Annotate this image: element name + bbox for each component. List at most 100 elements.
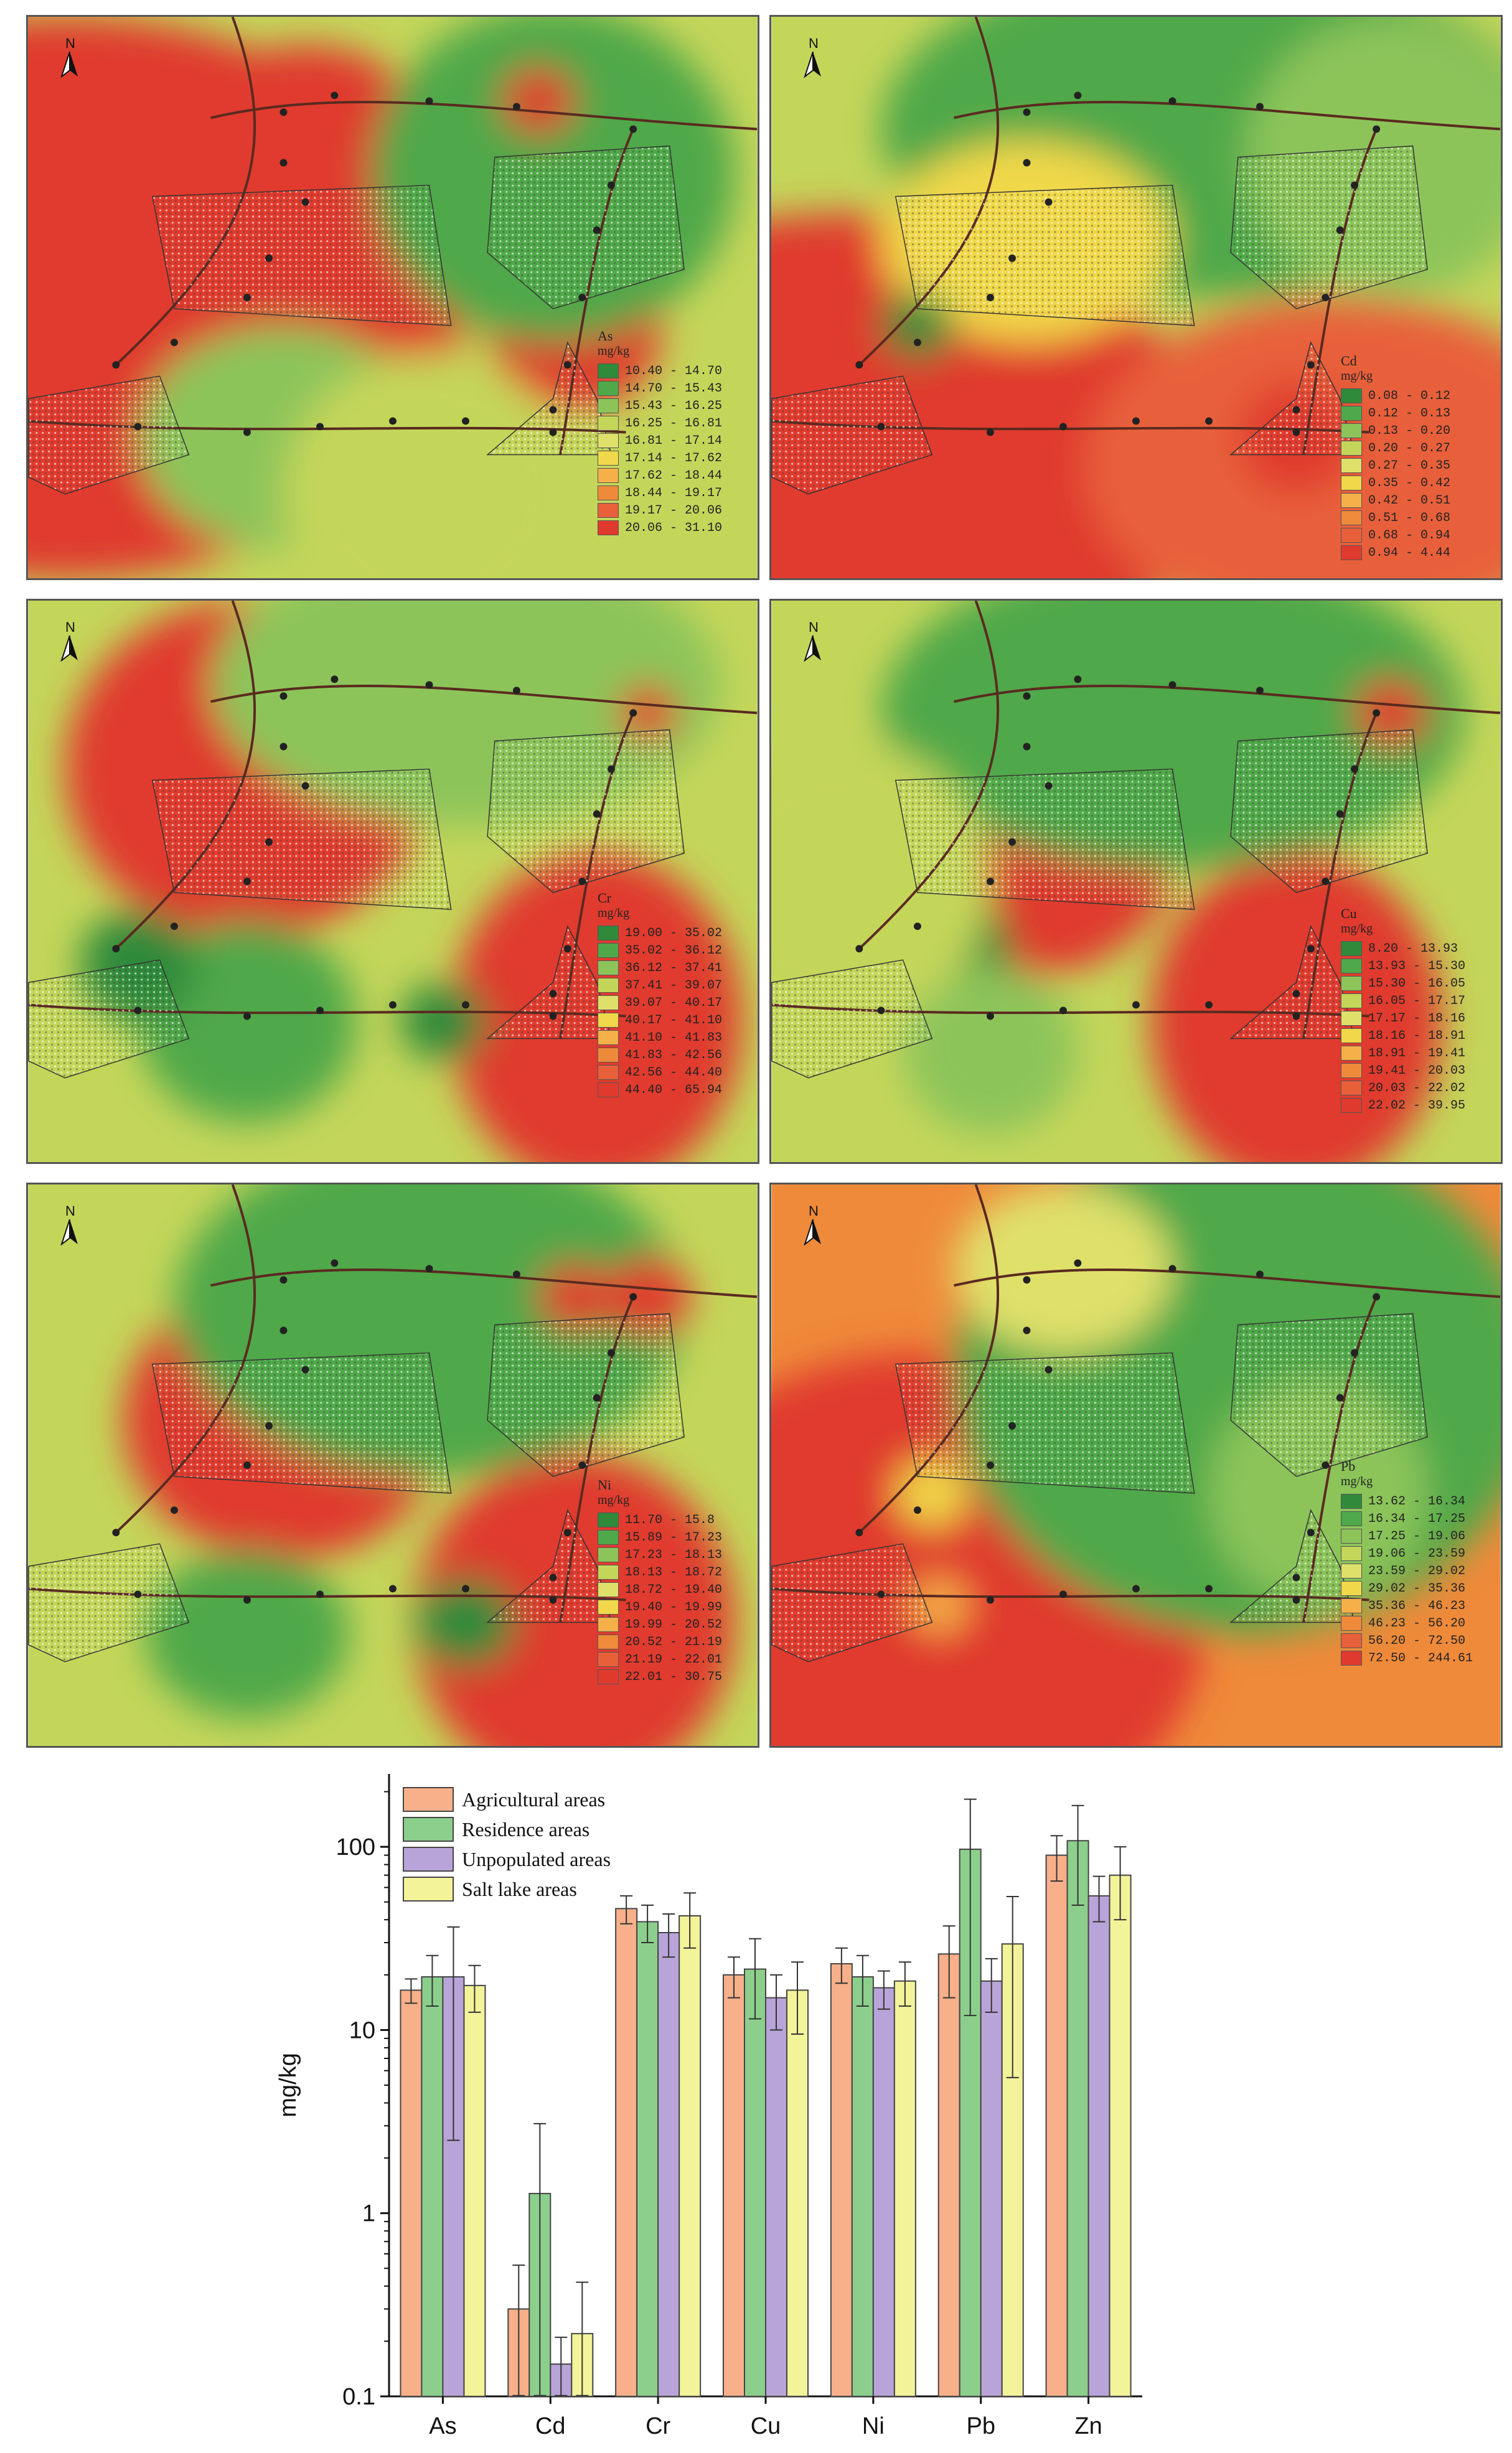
sampling-point — [1351, 765, 1359, 773]
legend-class-row: 18.13 - 18.72 — [598, 1564, 744, 1581]
legend-range-label: 8.20 - 13.93 — [1368, 941, 1458, 956]
land-use-area — [771, 375, 933, 495]
sampling-point — [316, 1006, 324, 1015]
legend-swatch — [598, 926, 619, 940]
interpolation-surface — [28, 1184, 758, 1746]
legend-class-row: 0.94 - 4.44 — [1341, 544, 1487, 561]
legend-swatch — [598, 468, 619, 483]
legend-range-label: 18.72 - 19.40 — [625, 1582, 723, 1597]
sampling-point — [549, 1012, 557, 1020]
bar — [830, 1963, 853, 2397]
legend-swatch — [598, 978, 619, 993]
concentration-zone — [502, 67, 575, 135]
legend-range-label: 0.35 - 0.42 — [1368, 476, 1451, 490]
sampling-point — [331, 91, 339, 100]
sampling-point — [265, 254, 273, 262]
sampling-point — [549, 990, 557, 998]
sampling-point — [512, 1270, 520, 1278]
sampling-point — [512, 103, 520, 111]
legend-swatch — [1341, 1081, 1362, 1095]
legend-swatch — [598, 1048, 619, 1062]
land-use-area — [771, 1543, 933, 1663]
legend-swatch — [1341, 1598, 1362, 1613]
sampling-point — [1132, 1585, 1140, 1593]
sampling-point — [877, 1590, 885, 1598]
sampling-point — [1023, 743, 1031, 751]
road — [210, 1268, 758, 1298]
legend-swatch — [1341, 1098, 1362, 1113]
legend-class-row: 19.99 - 20.52 — [598, 1616, 744, 1633]
legend-label: Salt lake areas — [462, 1878, 577, 1900]
sampling-point — [1045, 198, 1053, 206]
sampling-point — [1168, 97, 1176, 105]
sampling-point — [462, 1001, 469, 1009]
x-tick-label: Zn — [1074, 2413, 1102, 2439]
concentration-zone — [954, 1184, 1173, 1353]
legend-swatch — [598, 1582, 619, 1597]
legend-class-row: 0.20 - 0.27 — [1341, 439, 1487, 457]
sampling-point — [243, 1012, 251, 1020]
sampling-point — [279, 692, 288, 700]
legend-class-row: 16.25 - 16.81 — [598, 415, 744, 432]
bar — [1087, 1895, 1111, 2398]
sampling-point — [512, 687, 520, 695]
legend-class-row: 17.62 - 18.44 — [598, 467, 744, 484]
legend-swatch — [1341, 1651, 1362, 1666]
legend-swatch — [1341, 1011, 1362, 1026]
legend-swatch — [1341, 993, 1362, 1008]
land-use-area — [486, 925, 613, 1039]
sampling-point — [389, 1001, 397, 1009]
map-legend: Cd mg/kg 0.08 - 0.12 0.12 - 0.13 0.13 - 0.20… — [1341, 353, 1487, 561]
legend-swatch — [598, 1065, 619, 1080]
legend-class-row: 20.03 - 22.02 — [1341, 1079, 1487, 1097]
legend-class-row: 16.81 - 17.14 — [598, 432, 744, 449]
legend-range-label: 0.12 - 0.13 — [1368, 406, 1451, 421]
concentration-zone — [400, 982, 488, 1061]
legend-range-label: 0.42 - 0.51 — [1368, 493, 1451, 508]
legend-swatch — [598, 1565, 619, 1580]
concentration-zone — [283, 354, 575, 578]
legend-class-row: 36.12 - 37.41 — [598, 959, 744, 977]
sampling-point — [1336, 810, 1344, 818]
legend-swatch — [1341, 388, 1362, 403]
north-label: N — [65, 619, 75, 635]
legend-range-label: 23.59 - 29.02 — [1368, 1564, 1466, 1578]
sampling-point — [608, 1349, 616, 1357]
sampling-point — [563, 1529, 571, 1537]
sampling-point — [301, 782, 309, 790]
bar — [893, 1980, 916, 2397]
legend-range-label: 17.62 - 18.44 — [625, 468, 723, 483]
sampling-point — [1023, 108, 1031, 116]
sampling-point — [1256, 103, 1264, 111]
land-use-area — [487, 145, 685, 309]
sampling-point — [265, 1422, 273, 1430]
interpolation-surface — [771, 17, 1501, 578]
sampling-point — [389, 417, 397, 425]
legend-swatch — [598, 960, 619, 975]
legend-swatch — [1341, 528, 1362, 543]
legend-swatch — [1341, 1546, 1362, 1561]
legend-class-row: 19.00 - 35.02 — [598, 924, 744, 942]
map-legend: Cu mg/kg 8.20 - 13.93 13.93 - 15.30 15.30 - … — [1341, 906, 1487, 1114]
legend-swatch — [598, 398, 619, 413]
legend-class-row: 15.30 - 16.05 — [1341, 975, 1487, 992]
legend-unit: mg/kg — [598, 344, 630, 358]
legend-swatch — [1341, 493, 1362, 508]
legend-class-row: 21.19 - 22.01 — [598, 1651, 744, 1668]
sampling-point — [279, 1326, 288, 1334]
sampling-point — [1059, 1006, 1067, 1015]
north-label: N — [65, 1203, 75, 1219]
legend-class-row: 41.83 - 42.56 — [598, 1046, 744, 1064]
legend-range-label: 39.07 - 40.17 — [625, 995, 723, 1010]
land-use-area — [486, 1509, 613, 1623]
legend-class-row: 15.43 - 16.25 — [598, 397, 744, 415]
legend-class-row: 8.20 - 13.93 — [1341, 940, 1487, 957]
sampling-point — [170, 339, 178, 347]
bar — [786, 1989, 809, 2397]
legend-swatch — [598, 995, 619, 1010]
legend-swatch — [598, 503, 619, 518]
legend-swatch — [598, 1669, 619, 1684]
legend-class-row: 14.70 - 15.43 — [598, 380, 744, 397]
sampling-point — [316, 423, 324, 431]
sampling-point — [913, 922, 921, 931]
